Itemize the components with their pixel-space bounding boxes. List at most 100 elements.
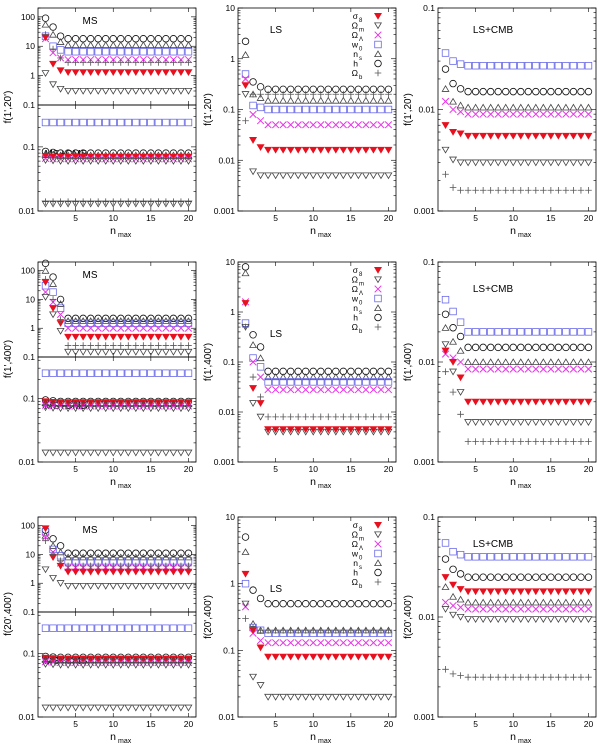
data-point-omega_l — [139, 324, 147, 332]
data-point-omega_b — [279, 626, 287, 634]
data-point-omega_m — [64, 704, 73, 712]
data-point-omega_b — [177, 198, 185, 205]
data-point-omega_m — [56, 405, 65, 413]
data-point-omega_b — [42, 31, 49, 38]
data-point-omega_m — [384, 172, 393, 180]
x-tick-label: 15 — [346, 719, 356, 729]
data-point-omega_l — [271, 639, 280, 647]
x-axis-label: n — [510, 225, 516, 237]
data-point-omega_b — [472, 673, 479, 681]
data-point-w0 — [309, 378, 317, 386]
data-point-h — [162, 35, 170, 43]
data-point-ns — [116, 41, 125, 49]
data-point-omega_m — [64, 582, 73, 590]
data-point-omega_m — [176, 449, 185, 457]
data-point-omega_l — [362, 639, 370, 647]
data-point-omega_m — [339, 172, 348, 180]
data-point-omega_b — [479, 186, 487, 194]
data-point-omega_b — [257, 393, 264, 401]
data-point-ns — [264, 373, 273, 381]
data-point-sigma8 — [516, 398, 525, 406]
data-point-h — [117, 549, 125, 557]
data-point-omega_m — [71, 200, 80, 208]
panel-label: MS — [83, 270, 98, 281]
plot-frame — [37, 611, 197, 718]
legend-marker-omega_m — [374, 22, 382, 30]
data-point-ns — [479, 358, 488, 366]
data-point-w0 — [147, 319, 155, 327]
data-point-omega_l — [317, 385, 325, 394]
data-point-omega_b — [162, 342, 170, 349]
data-point-sigma8 — [584, 398, 593, 406]
data-point-h — [441, 65, 450, 73]
data-point-omega_l — [309, 121, 317, 129]
data-point-omega_b — [109, 342, 117, 349]
data-point-omega_m — [169, 200, 178, 208]
data-point-omega_l — [324, 639, 332, 647]
data-point-omega_m — [531, 419, 540, 426]
data-point-omega_l — [154, 324, 163, 332]
x-tick-label: 5 — [73, 464, 78, 474]
legend-marker-omega_l — [374, 31, 382, 39]
x-tick-label: 20 — [184, 213, 194, 223]
data-point-omega_l — [294, 639, 302, 647]
data-point-omega_m — [109, 582, 118, 590]
data-point-omega_l — [354, 385, 363, 394]
data-point-sigma8 — [64, 568, 73, 576]
data-point-omega_m — [249, 673, 258, 681]
data-point-omega_l — [517, 110, 525, 118]
data-point-omega_l — [49, 49, 57, 57]
data-point-omega_b — [49, 551, 57, 558]
data-point-omega_b — [340, 626, 347, 634]
data-point-omega_m — [94, 158, 103, 165]
data-point-w0 — [479, 328, 487, 336]
data-point-w0 — [309, 105, 317, 114]
data-point-omega_m — [271, 172, 280, 180]
data-point-omega_b — [94, 59, 102, 66]
x-tick-label: 5 — [273, 213, 278, 223]
data-point-ns — [139, 553, 148, 561]
data-point-omega_m — [361, 172, 370, 180]
data-point-w0 — [184, 118, 193, 127]
data-point-sigma8 — [501, 132, 510, 140]
plot-frame — [437, 261, 597, 463]
data-point-ns — [56, 38, 65, 45]
data-point-h — [577, 573, 585, 581]
data-point-sigma8 — [256, 144, 265, 152]
data-point-h — [109, 314, 117, 323]
data-point-omega_l — [64, 324, 72, 332]
data-point-ns — [294, 373, 303, 381]
data-point-omega_m — [124, 348, 133, 356]
data-point-omega_b — [264, 90, 272, 98]
data-point-omega_m — [176, 582, 185, 590]
data-point-ns — [494, 103, 503, 111]
data-point-omega_m — [116, 449, 125, 457]
data-point-omega_m — [154, 661, 163, 669]
x-axis-label-sub: max — [118, 738, 132, 745]
data-point-omega_b — [57, 198, 64, 205]
data-point-omega_m — [79, 87, 88, 95]
data-point-omega_m — [264, 693, 273, 701]
data-point-omega_m — [139, 661, 148, 669]
data-point-omega_m — [569, 616, 578, 623]
data-point-omega_m — [161, 405, 170, 413]
data-point-omega_l — [509, 110, 517, 118]
x-tick-label: 15 — [546, 464, 556, 474]
data-point-omega_m — [71, 582, 80, 590]
legend-label-sub: s — [359, 56, 362, 62]
data-point-omega_m — [176, 704, 185, 712]
data-point-w0 — [384, 105, 393, 114]
data-point-omega_l — [287, 385, 295, 394]
data-point-h — [584, 573, 593, 581]
data-point-omega_l — [569, 110, 578, 118]
legend-label: w — [351, 549, 359, 559]
data-point-w0 — [509, 328, 517, 336]
data-point-omega_l — [479, 110, 487, 118]
data-point-w0 — [502, 553, 510, 561]
x-tick-label: 10 — [309, 719, 319, 729]
data-point-omega_b — [317, 413, 325, 421]
